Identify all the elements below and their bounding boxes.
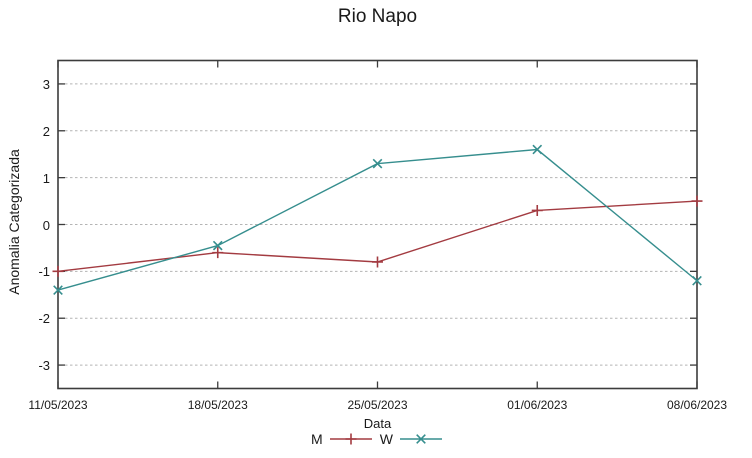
x-tick-label: 08/06/2023 <box>666 398 728 412</box>
plot-border <box>57 59 698 390</box>
y-tick-label: -2 <box>38 311 50 327</box>
x-axis-label: Data <box>363 416 392 431</box>
x-tick-label: 18/05/2023 <box>187 398 248 412</box>
series-W-markers <box>53 144 702 295</box>
legend-label-M: M <box>311 431 323 447</box>
y-tick-label: 3 <box>42 76 50 92</box>
y-tick-label: 0 <box>42 217 50 233</box>
y-tick-label: -1 <box>38 264 50 280</box>
x-tick-label: 25/05/2023 <box>347 398 408 412</box>
chart-title: Rio Napo <box>337 6 418 27</box>
legend-label-W: W <box>379 431 393 447</box>
y-tick-label: -3 <box>38 358 50 374</box>
y-tick-label: 1 <box>42 170 50 186</box>
legend-swatch-W <box>399 434 442 444</box>
y-tick-label: 2 <box>42 123 50 139</box>
legend-item-M: M <box>311 431 374 447</box>
x-tick-label: 01/06/2023 <box>507 398 568 412</box>
series-M-markers <box>52 195 703 277</box>
legend-item-W: W <box>380 431 444 447</box>
x-tick-label: 11/05/2023 <box>28 398 88 412</box>
series-W-line <box>57 148 698 291</box>
legend-swatch-M <box>329 433 372 445</box>
